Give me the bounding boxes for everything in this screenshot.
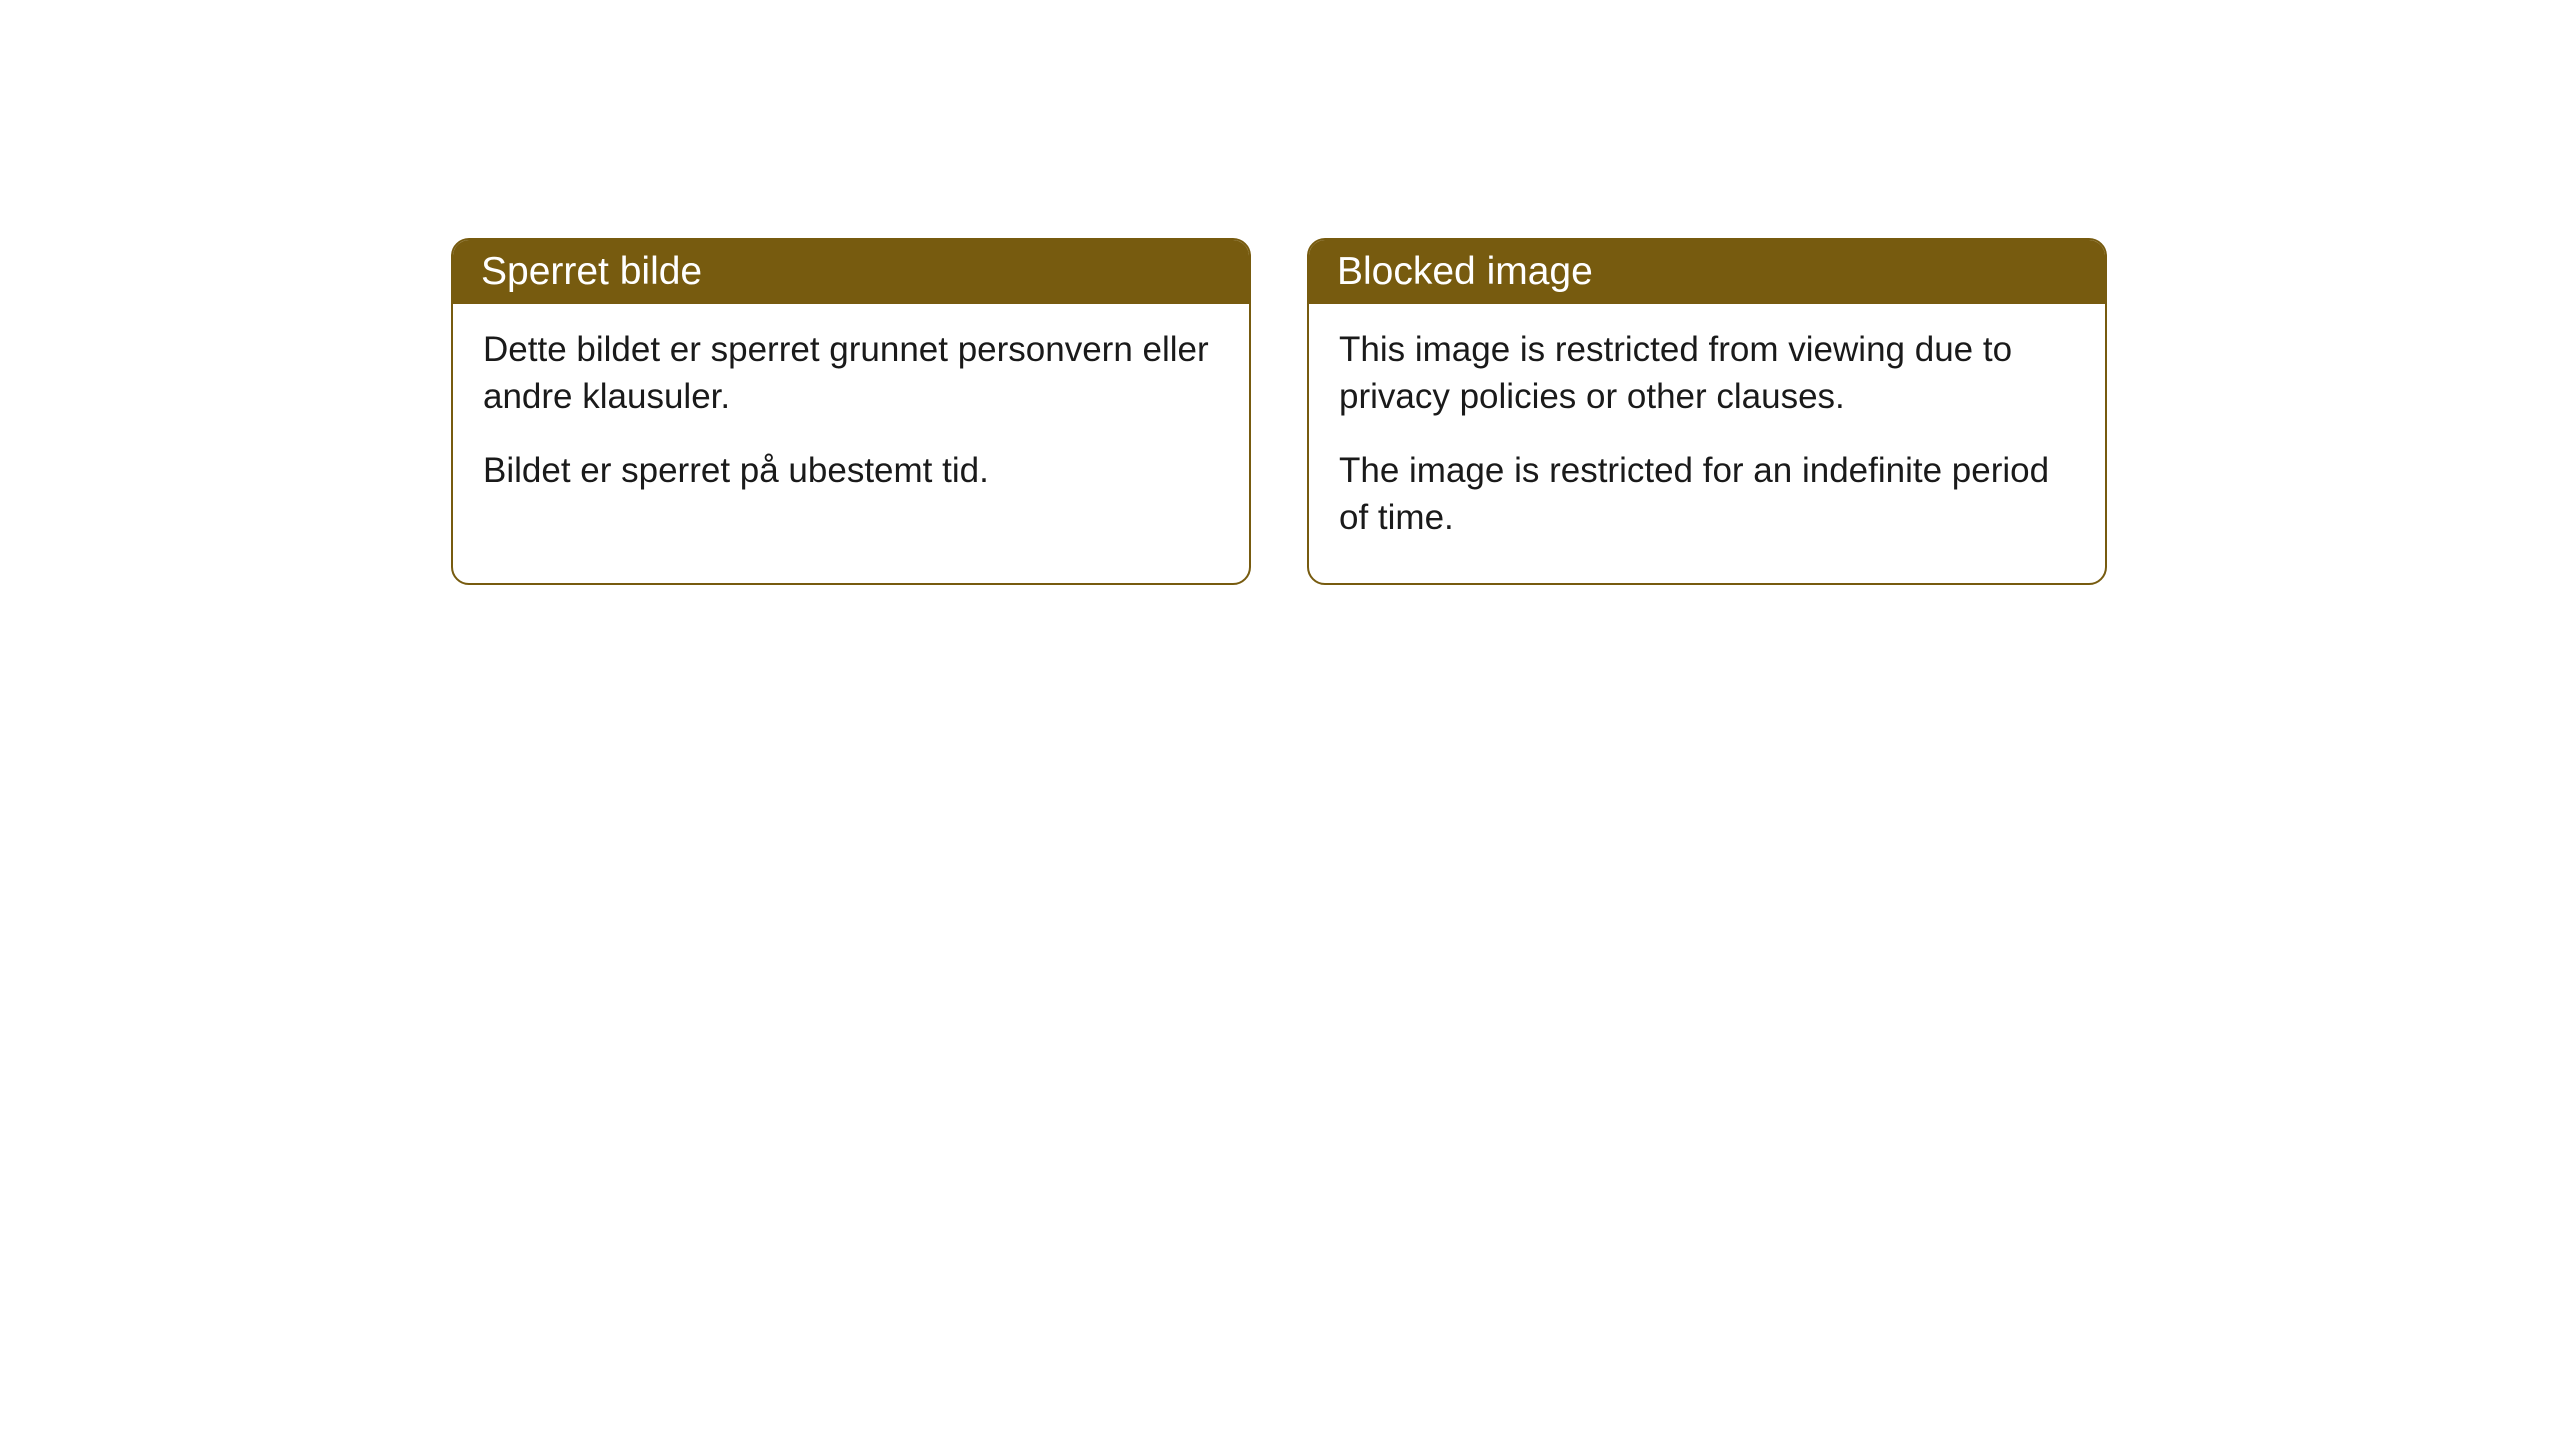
notice-card-norwegian: Sperret bilde Dette bildet er sperret gr… (451, 238, 1251, 585)
card-paragraph: The image is restricted for an indefinit… (1339, 447, 2075, 542)
card-body: This image is restricted from viewing du… (1309, 304, 2105, 583)
notice-card-english: Blocked image This image is restricted f… (1307, 238, 2107, 585)
card-body: Dette bildet er sperret grunnet personve… (453, 304, 1249, 536)
notice-cards-container: Sperret bilde Dette bildet er sperret gr… (451, 238, 2560, 585)
card-title: Sperret bilde (481, 250, 702, 293)
card-header: Sperret bilde (453, 240, 1249, 304)
card-paragraph: Bildet er sperret på ubestemt tid. (483, 447, 1219, 494)
card-title: Blocked image (1337, 250, 1593, 293)
card-paragraph: Dette bildet er sperret grunnet personve… (483, 326, 1219, 421)
card-paragraph: This image is restricted from viewing du… (1339, 326, 2075, 421)
card-header: Blocked image (1309, 240, 2105, 304)
